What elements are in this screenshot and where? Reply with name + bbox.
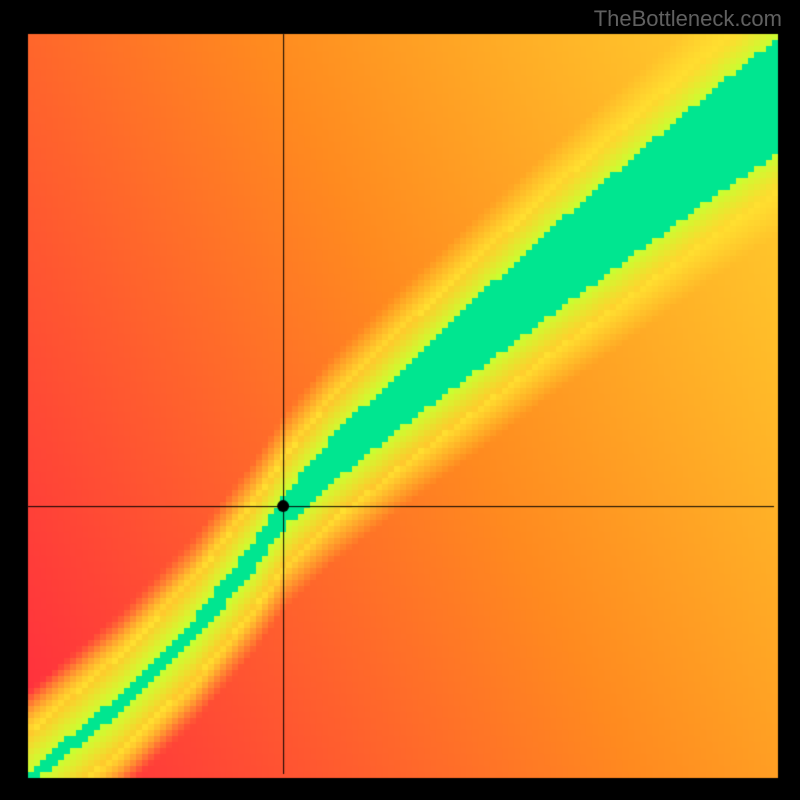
chart-container: TheBottleneck.com bbox=[0, 0, 800, 800]
overlay-canvas bbox=[0, 0, 800, 800]
watermark-text: TheBottleneck.com bbox=[594, 6, 782, 32]
